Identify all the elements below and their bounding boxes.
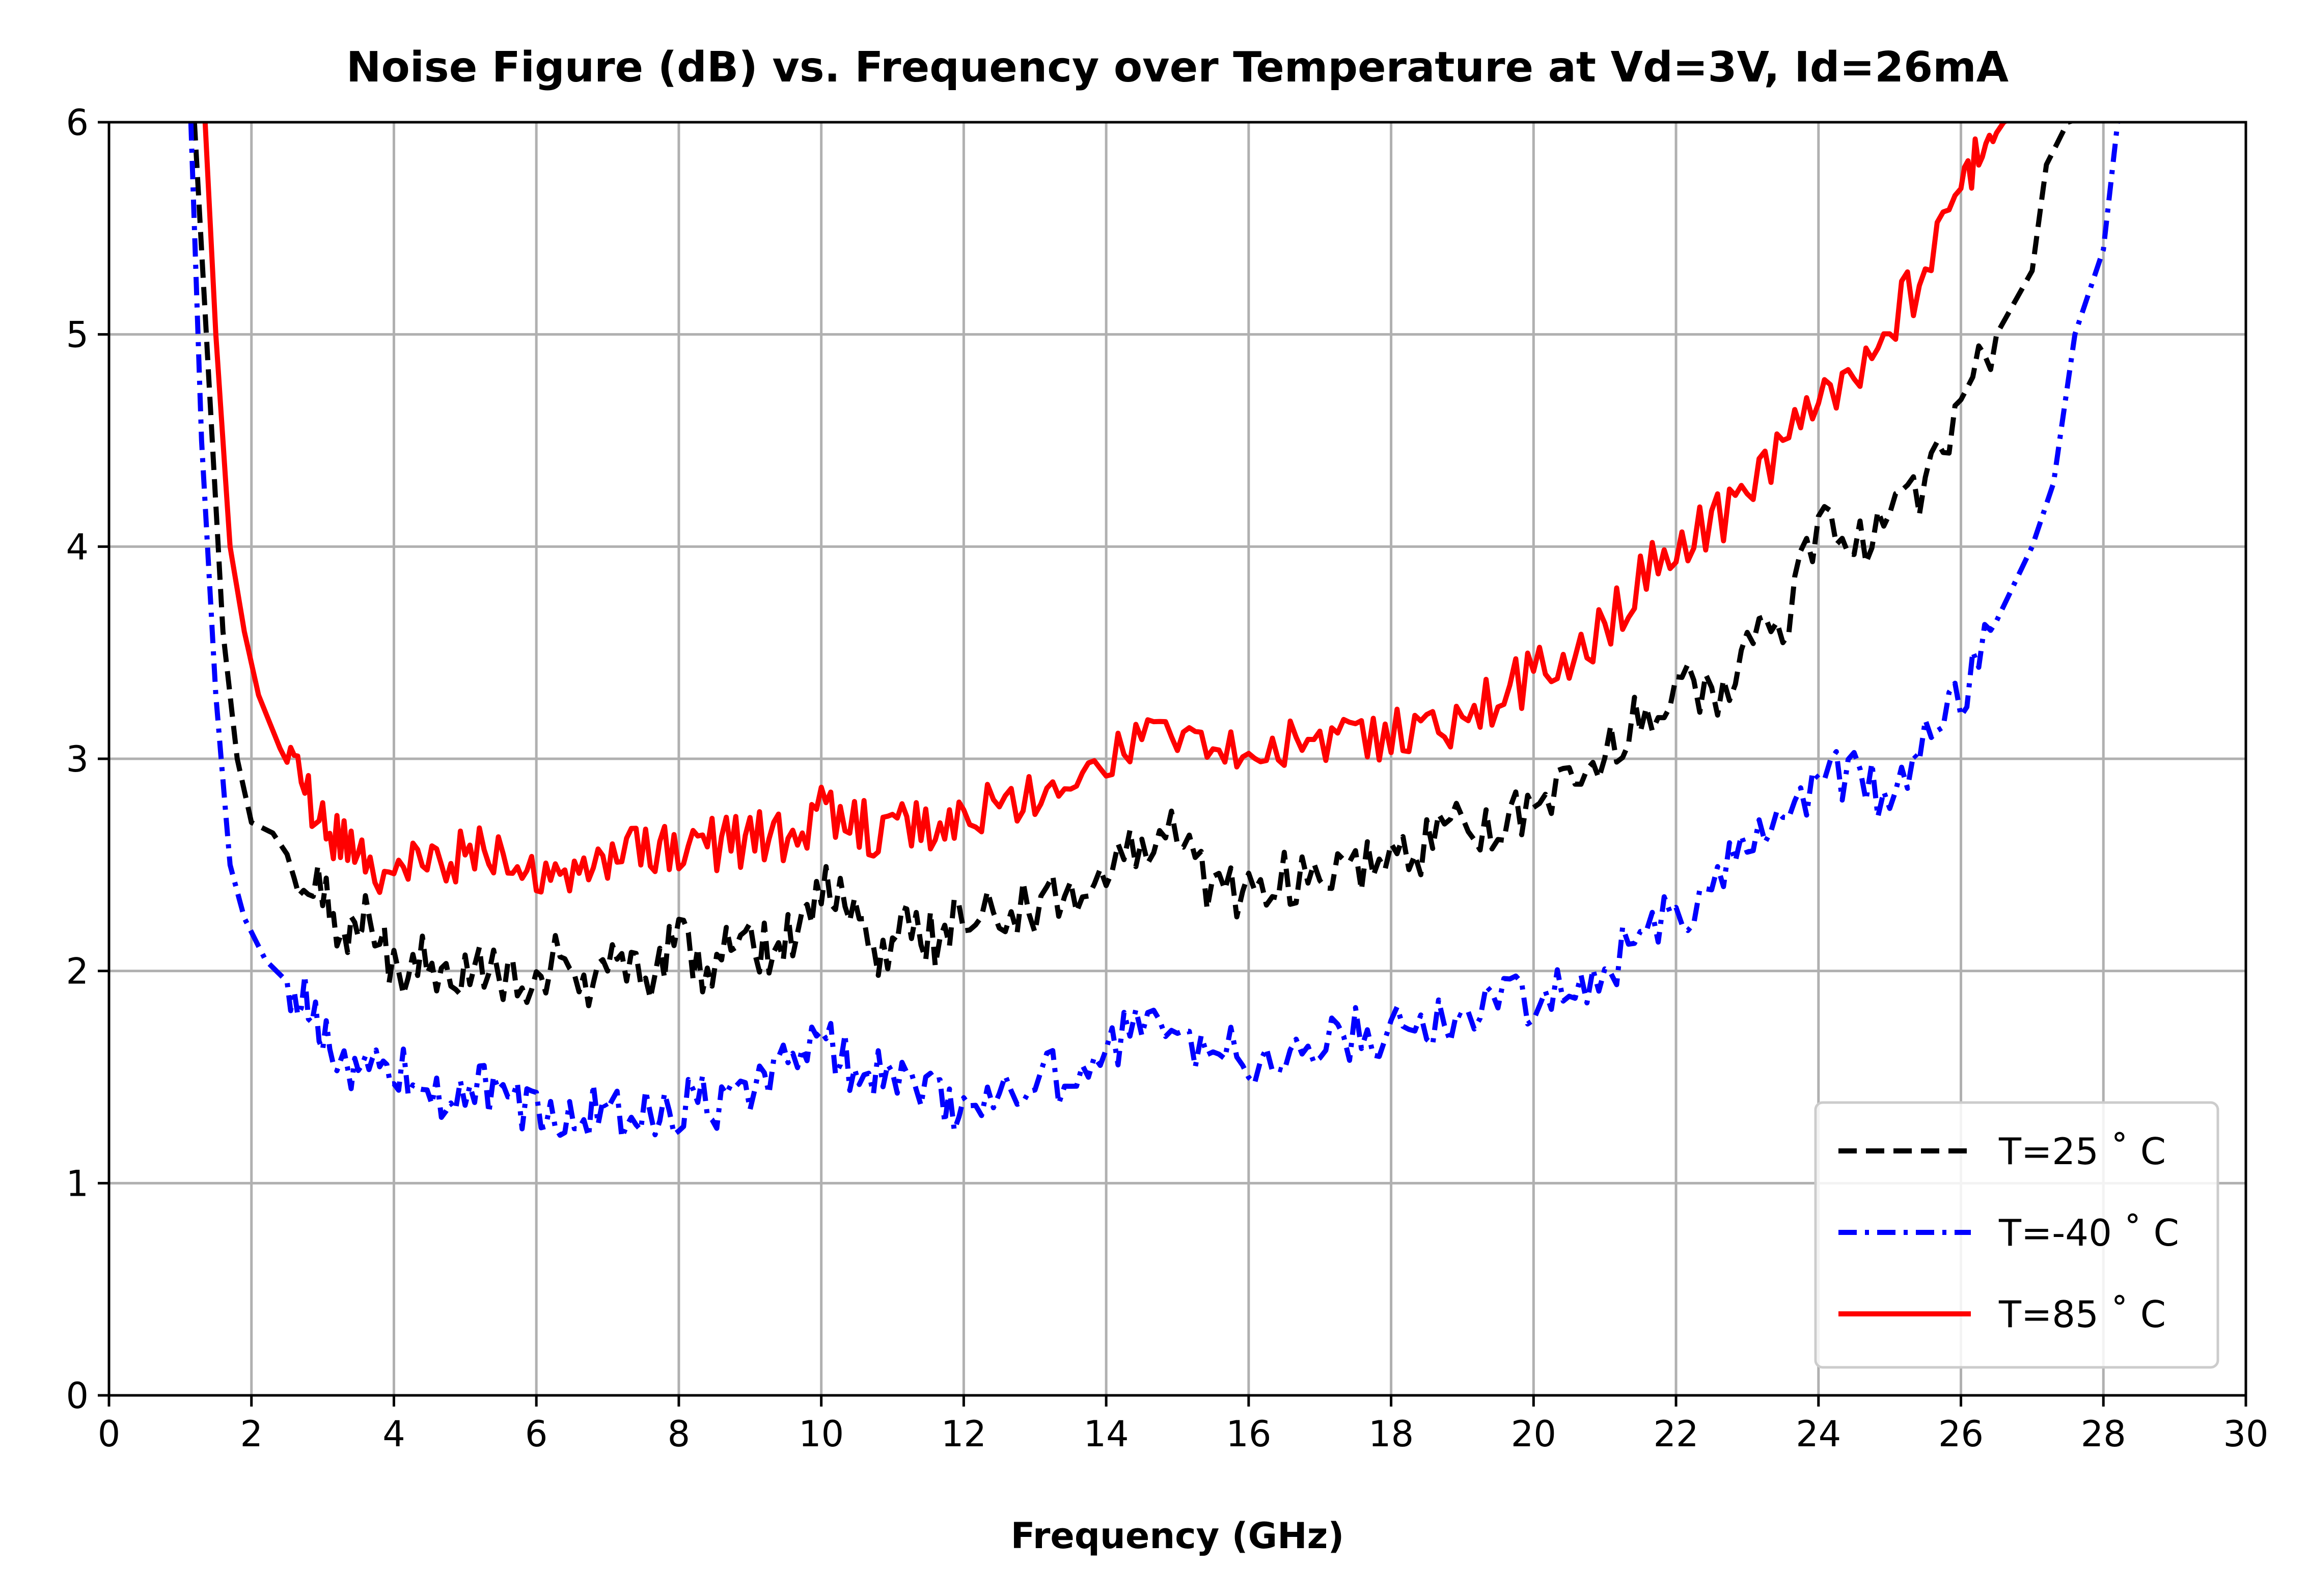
x-axis-label: Frequency (GHz) xyxy=(1011,1515,1344,1557)
x-tick-label: 26 xyxy=(1938,1413,1984,1455)
grid-lines xyxy=(107,121,2247,1397)
chart-title: Noise Figure (dB) vs. Frequency over Tem… xyxy=(346,43,2009,92)
legend-label: T=25 ˚ C xyxy=(1998,1130,2166,1173)
legend-label: T=85 ˚ C xyxy=(1998,1293,2166,1336)
x-tick-label: 6 xyxy=(525,1413,548,1455)
x-tick-label: 24 xyxy=(1796,1413,1841,1455)
x-tick-label: 12 xyxy=(941,1413,986,1455)
legend-label: T=-40 ˚ C xyxy=(1998,1212,2179,1254)
x-tick-label: 18 xyxy=(1368,1413,1414,1455)
series-line xyxy=(188,122,2121,1140)
series-line xyxy=(202,122,2010,895)
y-tick-label: 6 xyxy=(66,102,89,144)
x-tick-label: 28 xyxy=(2081,1413,2126,1455)
y-tick-label: 3 xyxy=(66,738,89,780)
x-tick-label: 22 xyxy=(1654,1413,1699,1455)
series-lines xyxy=(188,122,2121,1140)
x-tick-label: 10 xyxy=(799,1413,844,1455)
y-tick-label: 4 xyxy=(66,526,89,568)
x-tick-label: 8 xyxy=(668,1413,691,1455)
x-tick-label: 30 xyxy=(2223,1413,2268,1455)
x-tick-label: 2 xyxy=(240,1413,263,1455)
series-line xyxy=(191,122,2077,1008)
x-tick-label: 20 xyxy=(1511,1413,1556,1455)
y-tick-label: 0 xyxy=(66,1375,89,1417)
x-tick-label: 0 xyxy=(98,1413,121,1455)
x-tick-label: 14 xyxy=(1084,1413,1129,1455)
y-tick-label: 5 xyxy=(66,314,89,356)
legend-box xyxy=(1814,1101,2219,1369)
x-tick-label: 4 xyxy=(382,1413,405,1455)
legend: T=25 ˚ C T=-40 ˚ C T=85 ˚ C xyxy=(1814,1101,2219,1369)
x-tick-label: 16 xyxy=(1226,1413,1271,1455)
y-tick-label: 2 xyxy=(66,951,89,993)
y-tick-label: 1 xyxy=(66,1163,89,1204)
